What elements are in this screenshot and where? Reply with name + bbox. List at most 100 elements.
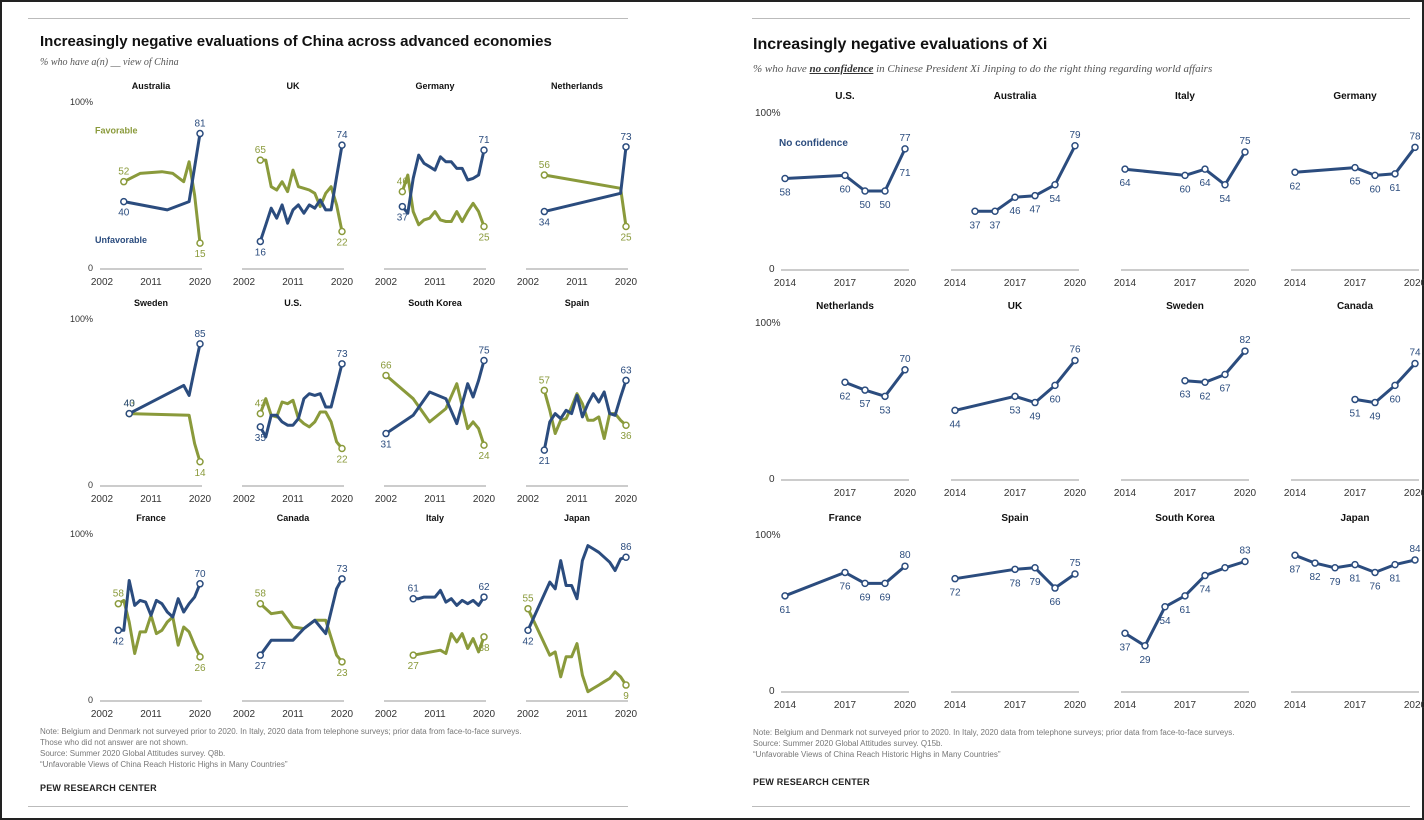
no-confidence-value-label: 77	[899, 133, 911, 144]
favorable-point	[540, 171, 549, 179]
no-confidence-point	[971, 207, 979, 216]
subtitle-text: in Chinese President Xi Jinping to do th…	[873, 63, 1213, 75]
unfavorable-point	[338, 360, 346, 368]
no-confidence-value-label: 47	[1029, 205, 1041, 216]
unfavorable-point	[409, 594, 417, 603]
no-confidence-value-label: 76	[1069, 344, 1081, 355]
no-confidence-value-label: 75	[1069, 558, 1081, 569]
x-tick-label: 2002	[375, 277, 398, 288]
unfavorable-point	[196, 580, 204, 588]
no-confidence-value-label: 60	[1049, 394, 1061, 405]
unfavorable-value-label: 27	[255, 661, 267, 672]
x-tick-label: 2011	[566, 277, 588, 288]
china-panel-italy: Italy 2002 2011 2020 27 38 61 62	[375, 513, 496, 720]
top-rule	[752, 18, 1410, 19]
no-confidence-point	[1031, 191, 1039, 200]
china-panel-spain: Spain 2002 2011 2020 57 36 21 63	[517, 298, 638, 505]
x-tick-label: 2017	[1174, 700, 1197, 711]
no-confidence-value-label: 37	[989, 220, 1001, 231]
x-tick-label: 2011	[140, 709, 162, 720]
no-confidence-value-label: 49	[1029, 412, 1041, 423]
y-tick-label: 100%	[70, 529, 93, 539]
xi-panel-sweden: Sweden 2014 2017 2020 63 62 67 82	[1114, 301, 1257, 499]
no-confidence-value-label: 54	[1159, 616, 1171, 627]
panel-title: Australia	[132, 81, 172, 91]
favorable-point	[338, 658, 346, 666]
x-tick-label: 2002	[375, 494, 398, 505]
x-tick-label: 2020	[1234, 700, 1257, 711]
x-tick-label: 2002	[375, 709, 398, 720]
no-confidence-line	[1124, 560, 1246, 648]
no-confidence-line	[844, 368, 907, 398]
unfavorable-point	[338, 575, 346, 583]
x-tick-label: 2002	[517, 494, 540, 505]
unfavorable-point	[480, 593, 488, 601]
x-tick-label: 2020	[1234, 488, 1257, 499]
favorable-point	[196, 239, 204, 247]
no-confidence-point	[1291, 551, 1299, 560]
x-tick-label: 2020	[1064, 700, 1087, 711]
favorable-point	[480, 441, 488, 449]
x-tick-label: 2020	[615, 277, 638, 288]
china-views-title: Increasingly negative evaluations of Chi…	[40, 33, 552, 50]
no-confidence-value-label: 29	[1139, 655, 1151, 666]
favorable-point	[382, 371, 390, 380]
y-tick-label: 0	[88, 263, 93, 273]
xi-confidence-title: Increasingly negative evaluations of Xi	[753, 36, 1048, 53]
no-confidence-value-label: 81	[1389, 574, 1401, 585]
no-confidence-value-label: 74	[1409, 348, 1421, 359]
favorable-point	[524, 604, 532, 613]
y-tick-label: 0	[769, 686, 775, 697]
x-tick-label: 2020	[1404, 278, 1424, 289]
no-confidence-value-label: 82	[1239, 335, 1251, 346]
x-tick-label: 2017	[1344, 278, 1367, 289]
top-rule	[28, 18, 628, 19]
china-panel-germany: Germany 2002 2011 2020 46 25 37 71	[375, 81, 496, 288]
x-tick-label: 2017	[1344, 488, 1367, 499]
x-tick-label: 2014	[1284, 488, 1307, 499]
no-confidence-value-label: 57	[859, 399, 871, 410]
unfavorable-point	[125, 409, 133, 418]
favorable-value-label: 55	[522, 594, 534, 605]
unfavorable-value-label: 73	[620, 132, 632, 143]
no-confidence-point	[1181, 171, 1189, 180]
china-panel-uk: UK 2002 2011 2020 65 22 16 74	[233, 81, 354, 288]
no-confidence-point	[1201, 378, 1209, 387]
unfavorable-point	[622, 143, 630, 151]
no-confidence-value-label: 76	[1369, 581, 1381, 592]
x-tick-label: 2014	[1284, 700, 1307, 711]
subtitle-text: % who have	[753, 63, 810, 75]
unfavorable-line	[258, 144, 344, 242]
no-confidence-point	[841, 171, 849, 180]
x-tick-label: 2011	[140, 494, 162, 505]
unfavorable-value-label: 86	[620, 542, 632, 553]
x-tick-label: 2017	[834, 278, 857, 289]
no-confidence-value-label: 53	[1009, 405, 1021, 416]
no-confidence-point	[1121, 165, 1129, 173]
unfavorable-point	[114, 626, 123, 635]
unfavorable-value-label: 37	[397, 213, 409, 224]
no-confidence-value-label: 78	[1409, 131, 1421, 142]
xi-panel-canada: Canada 2014 2017 2020 51 49 60 74	[1284, 301, 1424, 499]
panel-title: France	[136, 513, 166, 523]
no-confidence-value-label: 61	[1389, 183, 1401, 194]
note-line: Note: Belgium and Denmark not surveyed p…	[40, 727, 522, 736]
y-tick-label: 0	[88, 480, 93, 490]
unfavorable-value-label: 34	[539, 218, 551, 229]
unfavorable-point	[256, 651, 265, 659]
favorable-value-label: 22	[336, 237, 348, 248]
china-panel-u-s: U.S. 2002 2011 2020 43 22 35 73	[233, 298, 354, 505]
favorable-point	[622, 681, 630, 689]
favorable-value-label: 25	[478, 233, 490, 244]
panel-title: Japan	[564, 513, 590, 523]
y-tick-label: 0	[88, 695, 93, 705]
x-tick-label: 2011	[424, 277, 446, 288]
favorable-value-label: 27	[408, 661, 420, 672]
no-confidence-value-label: 82	[1309, 572, 1321, 583]
no-confidence-value-label: 69	[879, 592, 891, 603]
unfavorable-point	[256, 423, 265, 431]
favorable-value-label: 23	[336, 668, 348, 679]
favorable-value-label: 65	[255, 145, 267, 156]
panel-title: UK	[1008, 301, 1023, 312]
no-confidence-value-label: 79	[1329, 577, 1341, 588]
